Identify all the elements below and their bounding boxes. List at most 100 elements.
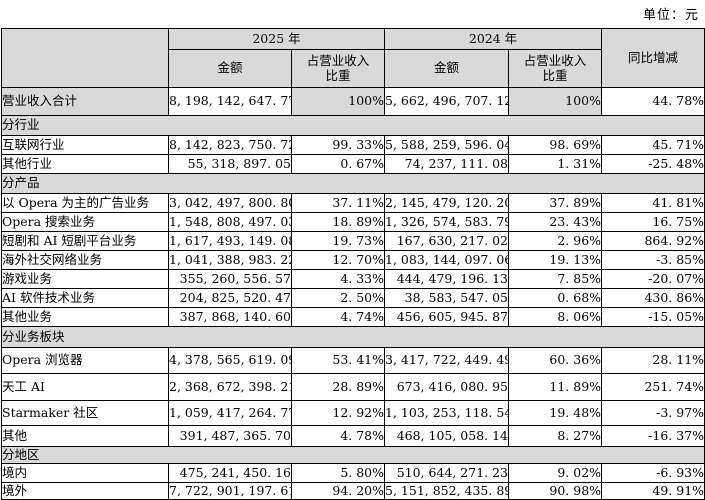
cell-amount-2024: 1, 326, 574, 583. 79 <box>384 212 510 232</box>
header-amount-2024: 金额 <box>384 49 510 88</box>
unit-label: 单位：元 <box>642 8 699 23</box>
cell-ratio-2025: 4. 78% <box>290 425 386 447</box>
row-label: AI 软件技术业务 <box>1 288 169 308</box>
cell-yoy: 430. 86% <box>601 288 705 308</box>
row-label: Opera 搜索业务 <box>1 212 169 232</box>
cell-ratio-2025: 53. 41% <box>290 347 386 374</box>
row-label: 天工 AI <box>1 373 169 401</box>
cell-yoy: 16. 75% <box>601 212 705 232</box>
table-row: 游戏业务 355, 260, 556. 57 4. 33% 444, 479, … <box>1 269 705 289</box>
cell-ratio-2025: 5. 80% <box>290 463 386 483</box>
table-body: 营业收入合计 8, 198, 142, 647. 77 100% 5, 662,… <box>0 87 705 500</box>
row-label: Opera 浏览器 <box>1 347 169 374</box>
cell-ratio-2025: 4. 33% <box>290 269 386 289</box>
row-label: 其他业务 <box>1 307 169 327</box>
table-row: 其他行业 55, 318, 897. 05 0. 67% 74, 237, 11… <box>1 154 705 174</box>
table-row: 以 Opera 为主的广告业务 3, 042, 497, 800. 80 37.… <box>1 193 705 213</box>
table-row: AI 软件技术业务 204, 825, 520. 47 2. 50% 38, 5… <box>1 288 705 308</box>
section-row-region: 分地区 <box>0 446 705 464</box>
cell-ratio-2025: 99. 33% <box>290 135 386 155</box>
cell-ratio-2024: 100% <box>508 87 603 116</box>
cell-amount-2024: 468, 105, 058. 14 <box>384 425 510 447</box>
cell-ratio-2025: 4. 74% <box>290 307 386 327</box>
cell-ratio-2024: 2. 96% <box>508 231 603 251</box>
header-year-2024: 2024 年 <box>384 28 603 50</box>
section-label: 分地区 <box>0 446 705 464</box>
cell-ratio-2025: 2. 50% <box>290 288 386 308</box>
cell-ratio-2024: 60. 36% <box>508 347 603 374</box>
cell-amount-2024: 1, 083, 144, 097. 06 <box>384 250 510 270</box>
cell-amount-2025: 387, 868, 140. 60 <box>168 307 292 327</box>
cell-amount-2025: 4, 378, 565, 619. 09 <box>168 347 292 374</box>
cell-yoy: 864. 92% <box>601 231 705 251</box>
cell-amount-2025: 355, 260, 556. 57 <box>168 269 292 289</box>
cell-amount-2025: 391, 487, 365. 70 <box>168 425 292 447</box>
cell-ratio-2025: 19. 73% <box>290 231 386 251</box>
cell-amount-2025: 1, 617, 493, 149. 08 <box>168 231 292 251</box>
cell-amount-2025: 475, 241, 450. 16 <box>168 463 292 483</box>
cell-yoy: -15. 05% <box>601 307 705 327</box>
cell-amount-2025: 3, 042, 497, 800. 80 <box>168 193 292 213</box>
row-label: 海外社交网络业务 <box>1 250 169 270</box>
cell-amount-2024: 38, 583, 547. 05 <box>384 288 510 308</box>
cell-amount-2025: 8, 142, 823, 750. 72 <box>168 135 292 155</box>
row-label: 境内 <box>1 463 169 483</box>
cell-yoy: 45. 71% <box>601 135 705 155</box>
row-label: Starmaker 社区 <box>1 400 169 426</box>
header-yoy: 同比增减 <box>601 28 705 88</box>
cell-amount-2025: 1, 041, 388, 983. 22 <box>168 250 292 270</box>
cell-ratio-2024: 1. 31% <box>508 154 603 174</box>
header-row-years: 2025 年 2024 年 同比增减 <box>1 28 705 88</box>
header-amount-2025: 金额 <box>168 49 292 88</box>
cell-ratio-2024: 98. 69% <box>508 135 603 155</box>
cell-amount-2025: 1, 059, 417, 264. 77 <box>168 400 292 426</box>
header-year-2025: 2025 年 <box>167 28 386 50</box>
cell-yoy: -6. 93% <box>601 463 705 483</box>
table-row: Opera 搜索业务 1, 548, 808, 497. 03 18. 89% … <box>1 212 705 232</box>
cell-amount-2024: 673, 416, 080. 95 <box>384 373 510 401</box>
cell-amount-2025: 8, 198, 142, 647. 77 <box>168 87 292 116</box>
section-row-industry: 分行业 <box>0 115 705 136</box>
cell-amount-2025: 2, 368, 672, 398. 21 <box>168 373 292 401</box>
cell-ratio-2024: 8. 06% <box>508 307 603 327</box>
table-row: 境内 475, 241, 450. 16 5. 80% 510, 644, 27… <box>1 463 705 483</box>
cell-ratio-2025: 12. 92% <box>290 400 386 426</box>
cell-amount-2024: 2, 145, 479, 120. 20 <box>384 193 510 213</box>
table-row: 其他 391, 487, 365. 70 4. 78% 468, 105, 05… <box>1 425 705 447</box>
revenue-table: 2025 年 2024 年 同比增减 金额 占营业收入 比重 金额 占营业收入 比重… <box>0 28 705 500</box>
cell-yoy: -3. 97% <box>601 400 705 426</box>
section-label: 分行业 <box>0 115 705 136</box>
row-label: 以 Opera 为主的广告业务 <box>1 193 169 213</box>
cell-amount-2025: 204, 825, 520. 47 <box>168 288 292 308</box>
cell-yoy: 49. 91% <box>601 482 705 500</box>
cell-yoy: -3. 85% <box>601 250 705 270</box>
section-row-segment: 分业务板块 <box>0 326 705 348</box>
cell-amount-2024: 3, 417, 722, 449. 49 <box>384 347 510 374</box>
cell-ratio-2025: 18. 89% <box>290 212 386 232</box>
cell-ratio-2024: 37. 89% <box>508 193 603 213</box>
row-label: 互联网行业 <box>1 135 169 155</box>
table-row: 境外 7, 722, 901, 197. 61 94. 20% 5, 151, … <box>1 482 705 500</box>
cell-ratio-2024: 19. 48% <box>508 400 603 426</box>
header-ratio-2025: 占营业收入 比重 <box>290 49 386 88</box>
row-label: 其他 <box>1 425 169 447</box>
cell-yoy: -20. 07% <box>601 269 705 289</box>
table-row: 海外社交网络业务 1, 041, 388, 983. 22 12. 70% 1,… <box>1 250 705 270</box>
cell-ratio-2025: 37. 11% <box>290 193 386 213</box>
cell-ratio-2025: 0. 67% <box>290 154 386 174</box>
header-corner-cell <box>1 28 169 88</box>
header-ratio-2024: 占营业收入 比重 <box>508 49 603 88</box>
table-row: 短剧和 AI 短剧平台业务 1, 617, 493, 149. 08 19. 7… <box>1 231 705 251</box>
row-label: 营业收入合计 <box>1 87 169 116</box>
cell-yoy: 44. 78% <box>601 87 705 116</box>
table-header: 2025 年 2024 年 同比增减 金额 占营业收入 比重 金额 占营业收入 比重 <box>1 28 705 88</box>
row-label: 境外 <box>1 482 169 500</box>
table-row-total: 营业收入合计 8, 198, 142, 647. 77 100% 5, 662,… <box>1 87 705 116</box>
cell-amount-2024: 5, 662, 496, 707. 12 <box>384 87 510 116</box>
cell-yoy: -25. 48% <box>601 154 705 174</box>
table-row: 其他业务 387, 868, 140. 60 4. 74% 456, 605, … <box>1 307 705 327</box>
cell-amount-2024: 5, 151, 852, 435. 89 <box>384 482 510 500</box>
cell-ratio-2025: 94. 20% <box>290 482 386 500</box>
cell-ratio-2024: 23. 43% <box>508 212 603 232</box>
cell-yoy: 28. 11% <box>601 347 705 374</box>
